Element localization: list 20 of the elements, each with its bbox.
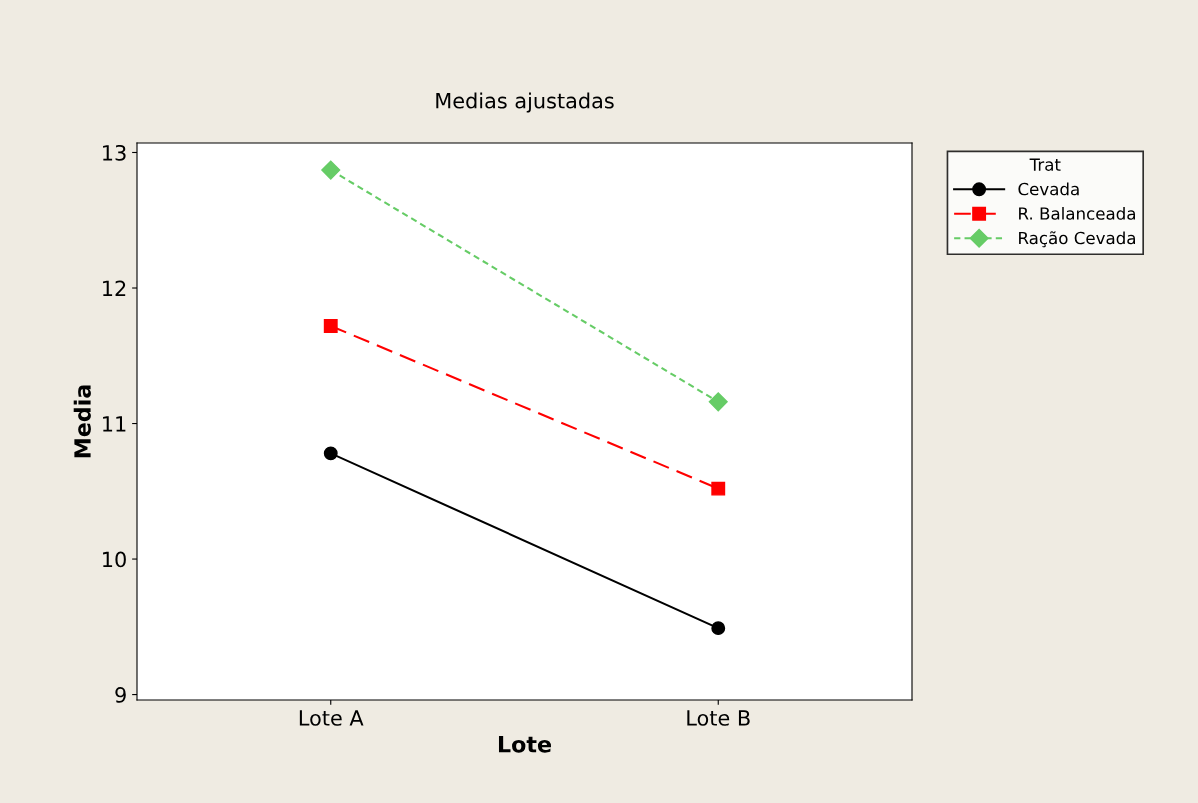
legend-title: Trat: [1029, 158, 1061, 171]
chart-title: Medias ajustadas: [436, 92, 614, 113]
point: [711, 621, 726, 636]
x-tick-label: Lote A: [299, 710, 364, 726]
legend-label: R. Balanceada: [1019, 206, 1135, 220]
point: [708, 392, 728, 412]
point: [321, 160, 341, 180]
point: [323, 446, 338, 461]
y-tick-label: 11: [103, 416, 126, 432]
x-tick-label: Lote B: [687, 710, 750, 726]
legend-label: Ração Cevada: [1019, 231, 1135, 248]
point: [323, 319, 338, 333]
legend-label: Cevada: [1018, 182, 1079, 196]
y-tick-label: 9: [115, 687, 126, 703]
y-tick-label: 12: [103, 280, 126, 296]
y-tick-label: 10: [103, 551, 126, 568]
y-tick-label: 13: [103, 144, 126, 161]
x-axis-title: Lote: [498, 736, 551, 753]
point: [711, 481, 726, 496]
y-axis-title: Media: [73, 385, 91, 458]
